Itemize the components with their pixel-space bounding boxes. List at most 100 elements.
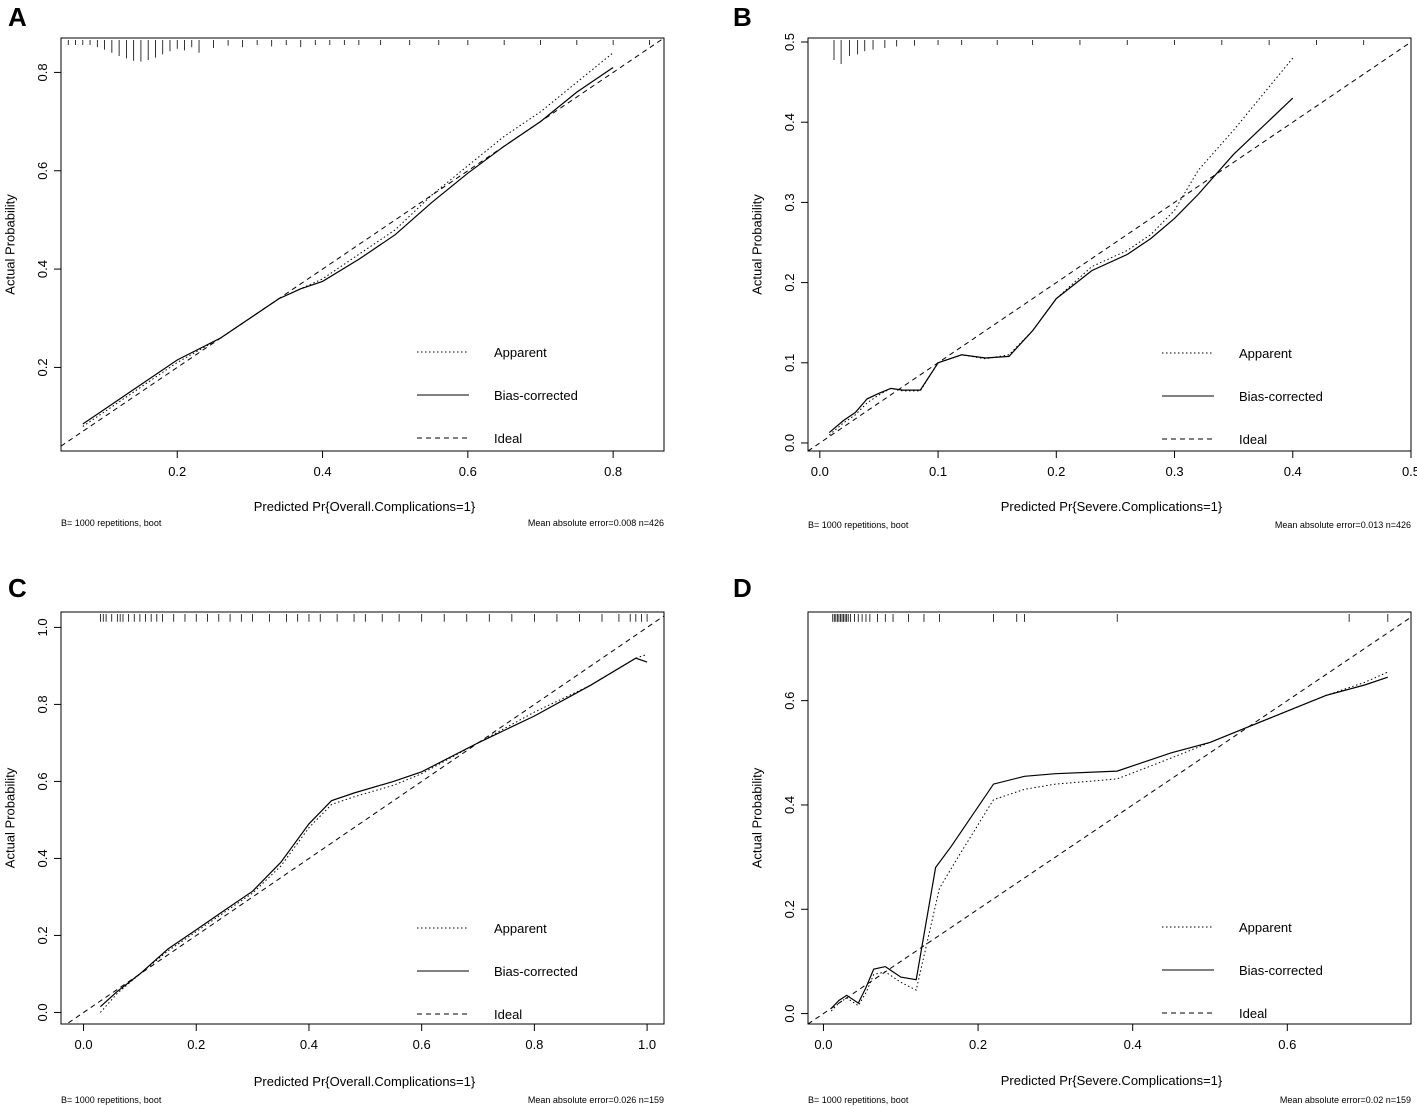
legend-label: Ideal [1239,1006,1267,1021]
y-axis-title: Actual Probability [2,194,17,295]
series-bias-corrected [828,97,1294,434]
series-apparent [830,671,1389,1012]
y-tick-label: 0.3 [782,193,797,211]
x-axis-title: Predicted Pr{Severe.Complications=1} [1001,499,1223,514]
y-axis-title: Actual Probability [749,767,764,868]
y-tick-label: 0.4 [35,849,50,867]
footnote-right: Mean absolute error=0.02 n=159 [1280,1095,1411,1105]
series-ideal [808,616,1411,1024]
y-tick-label: 0.2 [35,926,50,944]
y-tick-label: 0.4 [782,796,797,814]
y-tick-label: 0.2 [782,900,797,918]
y-tick-label: 0.2 [35,358,50,376]
y-tick-label: 0.0 [782,1005,797,1023]
x-tick-label: 0.5 [1402,464,1417,479]
x-tick-label: 0.8 [525,1037,543,1052]
x-tick-label: 0.0 [814,1037,832,1052]
panel-d: D 0.0 0.2 0.4 0.6 0.0 0.2 0.4 0.6 Predicted Pr{Se… [733,573,1412,1105]
legend-label: Bias-corrected [494,964,578,979]
y-tick-label: 0.6 [782,692,797,710]
y-axis-title: Actual Probability [749,194,764,295]
panel-label: A [8,2,27,32]
x-tick-label: 0.4 [1284,464,1302,479]
x-tick-label: 0.2 [168,464,186,479]
x-axis-title: Predicted Pr{Severe.Complications=1} [1001,1073,1223,1088]
x-axis-title: Predicted Pr{Overall.Complications=1} [254,1074,476,1089]
x-tick-label: 0.3 [1165,464,1183,479]
y-tick-label: 0.0 [35,1003,50,1021]
legend: Apparent Bias-corrected Ideal [417,921,578,1022]
plot-frame [807,611,1412,1025]
footnote-right: Mean absolute error=0.008 n=426 [528,518,664,528]
legend-label: Apparent [494,921,547,936]
series-bias-corrected [830,676,1388,1009]
x-tick-label: 0.2 [187,1037,205,1052]
series-ideal [61,38,664,447]
footnote-left: B= 1000 repetitions, boot [61,1095,162,1105]
x-tick-label: 0.1 [929,464,947,479]
legend: Apparent Bias-corrected Ideal [1162,920,1323,1021]
plot-frame [60,611,665,1025]
plot-frame [60,37,665,452]
y-tick-label: 0.0 [782,434,797,452]
y-tick-label: 0.6 [35,772,50,790]
footnote-right: Mean absolute error=0.013 n=426 [1275,520,1411,530]
y-tick-label: 0.8 [35,695,50,713]
rug [100,614,648,622]
legend: Apparent Bias-corrected Ideal [1162,346,1323,447]
series-bias-corrected [99,657,648,1008]
x-tick-label: 0.2 [1047,464,1065,479]
rug [832,614,1389,622]
legend-label: Bias-corrected [1239,389,1323,404]
series-ideal [808,41,1411,451]
series-ideal [65,615,664,1024]
legend-label: Bias-corrected [1239,963,1323,978]
x-tick-label: 0.0 [811,464,829,479]
x-tick-label: 0.2 [969,1037,987,1052]
y-tick-label: 0.1 [782,354,797,372]
x-tick-label: 0.6 [413,1037,431,1052]
panel-c: C 0.0 0.2 0.4 0.6 0.8 1.0 0.0 0.2 0.4 0.6 0.8 1.0 Pre… [2,573,665,1105]
legend-label: Apparent [1239,920,1292,935]
legend-label: Ideal [1239,432,1267,447]
legend-label: Bias-corrected [494,388,578,403]
y-tick-label: 1.0 [35,618,50,636]
footnote-left: B= 1000 repetitions, boot [61,518,162,528]
series-apparent [100,653,648,1013]
y-tick-label: 0.8 [35,63,50,81]
x-tick-label: 0.6 [1278,1037,1296,1052]
panel-label: B [733,2,752,32]
y-tick-label: 0.6 [35,162,50,180]
footnote-right: Mean absolute error=0.026 n=159 [528,1095,664,1105]
series-apparent [828,57,1294,436]
y-tick-label: 0.2 [782,274,797,292]
rug [833,40,1365,65]
legend-label: Apparent [1239,346,1292,361]
panel-label: C [8,573,27,603]
x-tick-label: 0.8 [604,464,622,479]
y-tick-label: 0.4 [782,113,797,131]
footnote-left: B= 1000 repetitions, boot [808,1095,909,1105]
x-tick-label: 1.0 [638,1037,656,1052]
legend-label: Ideal [494,1007,522,1022]
y-tick-label: 0.5 [782,33,797,51]
panel-label: D [733,573,752,603]
series-apparent [82,52,614,427]
x-tick-label: 0.4 [1124,1037,1142,1052]
plot-frame [807,37,1412,452]
panel-a: A 0.2 0.4 0.6 0.8 0.2 0.4 0.6 0.8 Predicted Pr{Ov… [2,2,665,528]
series-bias-corrected [82,67,614,425]
x-tick-label: 0.6 [459,464,477,479]
x-axis-title: Predicted Pr{Overall.Complications=1} [254,499,476,514]
legend: Apparent Bias-corrected Ideal [417,345,578,446]
legend-label: Apparent [494,345,547,360]
x-tick-label: 0.4 [300,1037,318,1052]
panel-b: B 0.0 0.1 0.2 0.3 0.4 0.5 0.0 0.1 0.2 0.3 0.4 0.5 Pre… [733,2,1417,530]
y-tick-label: 0.4 [35,260,50,278]
rug [67,40,650,62]
x-tick-label: 0.4 [314,464,332,479]
x-tick-label: 0.0 [75,1037,93,1052]
y-axis-title: Actual Probability [2,767,17,868]
footnote-left: B= 1000 repetitions, boot [808,520,909,530]
legend-label: Ideal [494,431,522,446]
